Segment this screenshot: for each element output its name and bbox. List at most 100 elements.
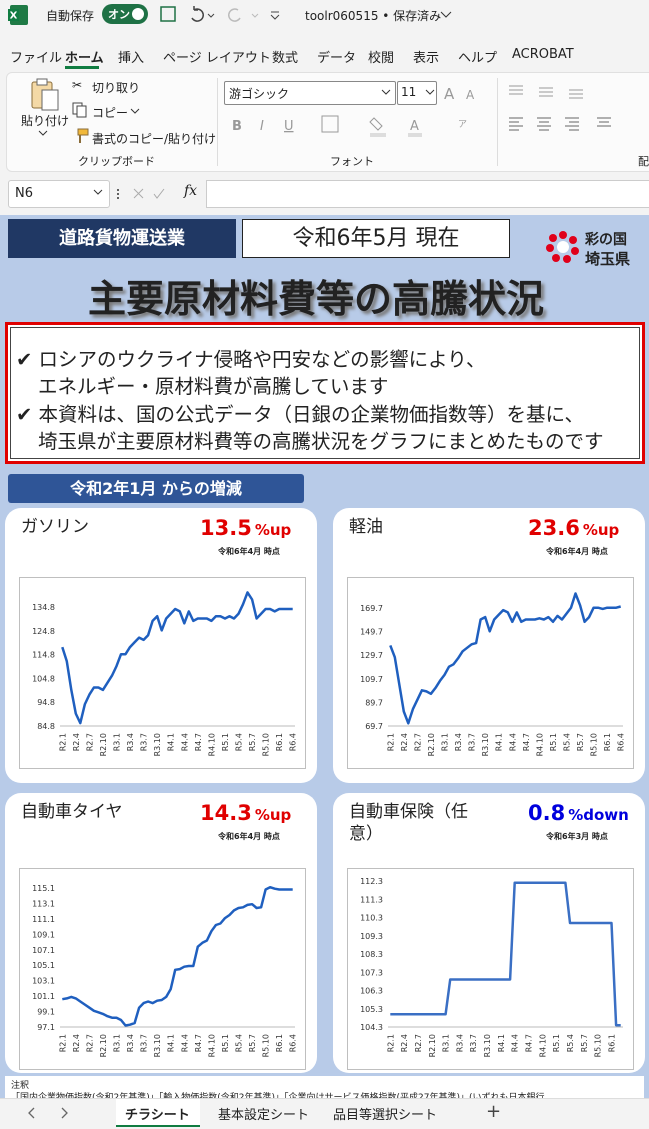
x-tick-label: R5.4 [563,733,572,751]
group-separator [217,78,218,166]
formula-input[interactable] [206,180,649,208]
logo-line: 埼玉県 [585,250,631,268]
y-tick-label: 108.3 [360,950,383,959]
svg-text:I: I [260,119,264,134]
y-tick-label: 115.1 [32,884,55,893]
x-tick-label: R2.1 [386,733,395,751]
cut-label[interactable]: 切り取り [92,81,141,95]
sheet-tab[interactable]: 品目等選択シート [333,1108,438,1123]
chart-frame: 97.1 99.1 101.1 103.1 105.1 107.1 109.1 111.1 11… [19,868,306,1070]
x-tick-label: R5.7 [580,1034,589,1052]
x-tick-label: R5.10 [594,1034,603,1057]
y-tick-label: 107.1 [32,946,55,955]
x-tick-label: R4.10 [535,733,544,756]
chart-frame: 84.8 94.8 104.8 114.8 124.8 134.8 R2.1 R2.4 R2.7… [19,577,306,769]
autosave-toggle[interactable]: オン [102,4,148,24]
x-tick-label: R5.4 [235,733,244,751]
chart-title: 自動車タイヤ [21,802,123,822]
x-tick-label: R3.10 [153,1034,162,1057]
formula-icons [93,188,165,199]
change-value: 14.3 [200,801,252,825]
y-tick-label: 99.1 [37,1008,55,1017]
format-painter-label[interactable]: 書式のコピー/貼り付け [92,132,217,146]
font-name: 游ゴシック [229,87,290,101]
ribbon-tab[interactable]: ACROBAT [512,47,574,62]
x-tick-label: R4.7 [522,733,531,751]
active-sheet-tab[interactable] [116,1099,200,1127]
y-tick-label: 107.3 [360,968,383,977]
ribbon-tab[interactable]: ホーム [65,51,104,66]
x-tick-label: R3.10 [483,1034,492,1057]
y-tick-label: 103.1 [32,977,55,986]
x-tick-label: R3.4 [455,1034,464,1052]
x-tick-label: R5.4 [566,1034,575,1052]
x-tick-label: R4.4 [508,733,517,751]
x-tick-label: R3.7 [140,1034,149,1052]
copy-label[interactable]: コピー [92,106,129,120]
y-tick-label: 101.1 [32,992,55,1001]
font-name-box[interactable]: 游ゴシック [224,81,396,105]
ribbon-tab[interactable]: ヘルプ [458,51,498,66]
group-label: クリップボード [78,155,155,168]
x-tick-label: R3.1 [440,733,449,751]
svg-text:ア: ア [458,120,467,130]
group-label: フォント [330,155,374,168]
paste-label[interactable]: 貼り付け [21,114,70,128]
chart-title: 軽油 [349,517,383,537]
x-tick-label: R6.4 [617,733,626,751]
alignment-buttons [509,85,611,131]
tab-scroll[interactable] [24,1106,74,1120]
change-value: 13.5 [200,516,252,540]
svg-text:A: A [466,88,475,102]
cut-icon: ✂ [72,78,83,92]
svg-text:B: B [232,119,242,134]
x-tick-label: R5.1 [221,733,230,751]
y-tick-label: 111.3 [360,895,383,904]
ribbon-tab[interactable]: ファイル [10,51,63,66]
y-tick-label: 104.3 [360,1023,383,1032]
x-tick-label: R2.10 [99,1034,108,1057]
section-label: 令和2年1月 からの増減 [8,474,304,503]
x-tick-label: R6.1 [275,1034,284,1052]
sheet-tab[interactable]: 基本設定シート [218,1108,310,1123]
x-tick-label: R2.1 [386,1034,395,1052]
fx-button[interactable]: fx [184,183,198,199]
x-tick-label: R5.7 [248,1034,257,1052]
file-name[interactable]: toolr060515 • 保存済み [305,9,442,23]
y-tick-label: 106.3 [360,987,383,996]
x-tick-label: R3.7 [469,1034,478,1052]
data-line [61,591,293,725]
paste-icon[interactable] [26,76,66,112]
x-tick-label: R4.7 [194,733,203,751]
ribbon-tab[interactable]: 表示 [413,51,440,66]
active-tab-underline [65,66,99,69]
ribbon-tab[interactable]: 校閲 [368,51,395,66]
toggle-label: オン [108,8,130,21]
x-tick-label: R4.4 [180,733,189,751]
as-of: 令和6年4月 時点 [546,547,608,556]
x-tick-label: R2.7 [413,733,422,751]
note-line: ✔ 本資料は、国の公式データ（日銀の企業物価指数等）を基に、 [16,403,584,426]
sheet-tab[interactable]: チラシート [125,1108,190,1123]
x-tick-label: R4.1 [497,1034,506,1052]
y-tick-label: 124.8 [32,627,55,636]
font-size-box[interactable]: 11 [397,81,437,105]
chart-title: 自動車保険（任意） [349,802,468,844]
x-tick-label: R2.10 [427,733,436,756]
x-tick-label: R4.10 [207,733,216,756]
x-tick-label: R4.7 [525,1034,534,1052]
ribbon-tab[interactable]: 数式 [272,51,299,66]
ribbon-tab[interactable]: データ [317,51,357,66]
x-tick-label: R3.10 [153,733,162,756]
name-box[interactable]: N6 [8,180,110,208]
ribbon-tab[interactable]: ページ レイアウト [163,51,271,66]
cell-reference: N6 [15,186,33,201]
line-chart: 104.3 105.3 106.3 107.3 108.3 109.3 110.3 111.3… [360,877,623,1057]
add-sheet[interactable]: + [486,1101,502,1122]
ribbon-tab[interactable]: 挿入 [118,51,145,66]
x-tick-label: R4.4 [511,1034,520,1052]
y-tick-label: 97.1 [37,1023,55,1032]
data-line [62,885,293,1027]
